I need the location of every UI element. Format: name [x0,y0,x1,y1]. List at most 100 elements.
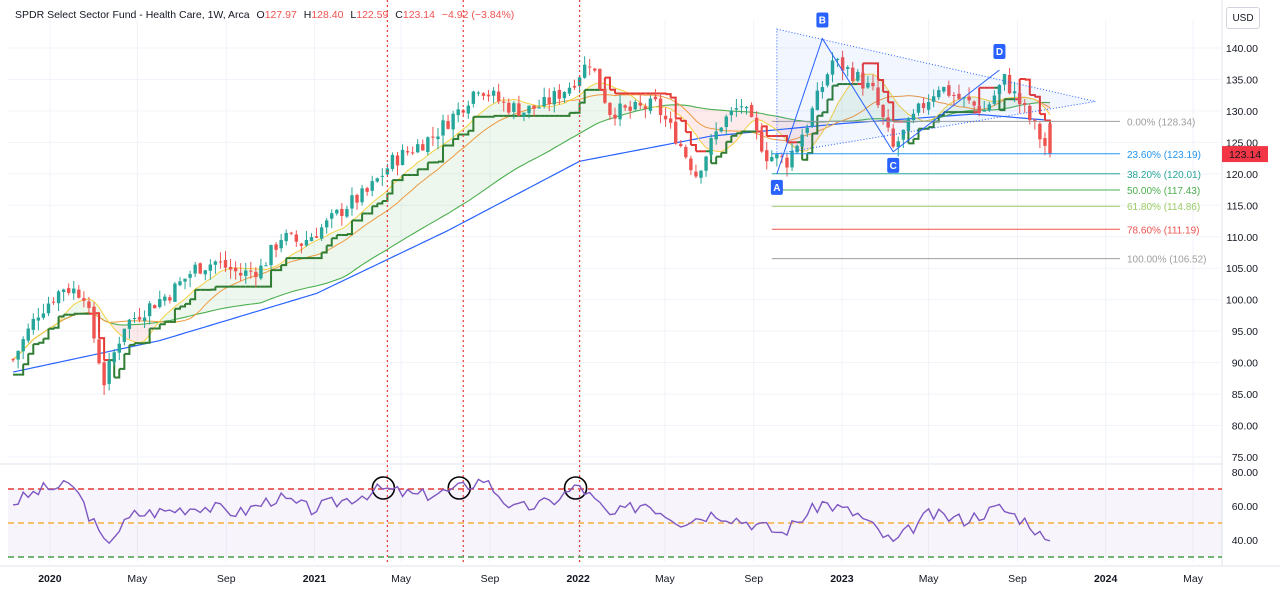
ribbon-segment [508,99,514,174]
candle-body [198,263,202,274]
candle-body [319,227,324,239]
ribbon-segment [134,324,140,343]
candle-body [805,127,809,133]
candle-body [623,105,627,108]
candle-body [324,220,329,228]
candle-body [957,93,961,99]
candle-body [542,97,546,107]
candle-body [147,303,152,317]
candle-body [51,301,56,303]
candle-body [593,68,597,71]
trailing-stop-segment [660,92,667,95]
candle-body [851,67,855,81]
ribbon-segment [483,106,489,191]
ribbon-segment [559,103,565,146]
trailing-stop-segment [265,270,273,288]
fib-level-label: 38.20% (120.01) [1127,170,1201,181]
candle-body [410,152,415,154]
candle-body [972,101,976,106]
pattern-point-label: C [890,161,897,172]
ribbon-segment [265,267,272,301]
candle-body [330,213,334,219]
candle-body [188,274,192,278]
trailing-stop-segment [680,119,687,133]
candle-body [967,96,971,101]
candle-body [663,115,668,120]
candle-body [856,71,860,81]
trailing-stop-segment [1024,78,1031,96]
ribbon-segment [422,155,428,228]
trailing-stop-segment [367,206,374,215]
trailing-stop-segment [38,338,45,344]
ribbon-segment [518,100,524,168]
trailing-stop-segment [488,115,495,118]
x-tick-label: 2023 [830,573,854,585]
trailing-stop-segment [685,131,692,145]
trailing-stop-segment [1039,113,1046,121]
trailing-stop-segment [1019,78,1026,81]
fib-level-label: 0.00% (128.34) [1127,117,1195,128]
ribbon-segment [392,180,398,247]
candle-body [942,86,946,92]
candle-body [471,91,476,104]
ribbon-segment [195,286,201,315]
candle-body [937,90,941,98]
candle-body [228,266,233,270]
ribbon-segment [554,104,560,148]
ribbon-segment [78,299,84,314]
candle-body [926,101,931,110]
candle-body [643,106,648,109]
candle-body [845,67,850,69]
open-value: 127.97 [264,9,297,21]
candle-body [264,265,268,267]
trailing-stop-segment [928,121,935,129]
candle-body [603,88,607,103]
x-tick-label: Sep [217,573,236,585]
ribbon-segment [468,119,474,201]
ribbon-segment [766,114,772,127]
trailing-stop-segment [579,89,586,104]
candle-body [67,288,71,293]
candle-body [765,150,769,162]
candle-body [537,107,541,109]
candle-body [866,82,870,88]
candle-body [704,156,708,171]
trailing-stop-segment [99,337,106,361]
x-tick-label: 2022 [566,573,590,585]
candle-body [916,103,921,113]
ribbon-segment [321,235,327,285]
candle-body [901,129,906,140]
pattern-point-label: D [996,47,1003,58]
trailing-stop-segment [448,138,455,147]
y-tick-label: 90.00 [1232,358,1258,370]
candle-body [441,120,445,136]
candle-body [451,113,455,130]
candle-body [997,84,1002,94]
currency-button[interactable]: USD [1226,7,1260,29]
candle-body [218,261,223,263]
trailing-stop-segment [463,130,470,136]
candle-body [26,328,30,341]
ribbon-segment [179,298,186,319]
trailing-stop-segment [432,161,439,164]
ribbon-segment [281,259,287,296]
y-tick-label: 105.00 [1226,263,1258,275]
trailing-stop-segment [817,112,824,117]
trailing-stop-segment [387,180,394,195]
trailing-stop-segment [761,125,768,137]
candle-body [345,208,349,217]
pattern-point-marker [770,179,783,195]
candle-body [658,98,663,116]
candle-body [719,127,723,132]
candle-body [628,106,632,111]
ribbon-segment [569,97,575,140]
ribbon-segment [215,271,221,311]
ribbon-segment [73,301,79,316]
y-tick-label: 115.00 [1227,200,1258,212]
candle-body [16,350,20,360]
candle-body [527,105,531,114]
ribbon-segment [296,249,302,291]
candle-body [36,317,41,321]
ribbon-segment [336,228,342,280]
